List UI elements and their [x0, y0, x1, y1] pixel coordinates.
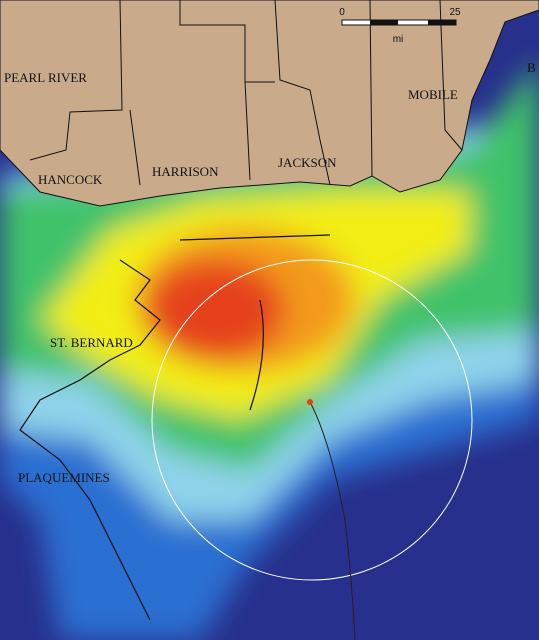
place-label: PLAQUEMINES — [18, 470, 110, 485]
place-label: JACKSON — [278, 155, 337, 170]
county-line — [244, 81, 251, 181]
place-label: HANCOCK — [38, 172, 103, 187]
scale-end: 25 — [449, 7, 461, 18]
scale-unit: mi — [393, 34, 404, 45]
county-line — [274, 0, 331, 186]
land — [0, 0, 539, 207]
county-line — [369, 0, 373, 177]
scale-bar-segment — [428, 20, 456, 25]
county-line — [29, 0, 123, 161]
county-line — [439, 0, 463, 151]
county-line — [179, 0, 275, 83]
chandeleur-islands — [249, 299, 264, 411]
scale-bar: 0 25 mi — [339, 7, 461, 45]
delta-coast — [19, 259, 161, 621]
place-label: PEARL RIVER — [4, 70, 87, 85]
storm-center — [307, 399, 313, 405]
place-label: ST. BERNARD — [50, 335, 133, 350]
coastline-detail — [19, 234, 331, 621]
barrier-islands — [179, 234, 331, 241]
scale-start: 0 — [339, 7, 345, 18]
county-lines — [29, 0, 463, 186]
surge-red — [145, 260, 285, 360]
county-line — [129, 109, 141, 186]
place-label: MOBILE — [408, 87, 458, 102]
scale-bar-segment — [370, 20, 398, 25]
radius-circle — [151, 259, 473, 581]
place-label: HARRISON — [152, 164, 219, 179]
storm-track — [309, 401, 356, 640]
place-label: B — [527, 60, 536, 75]
